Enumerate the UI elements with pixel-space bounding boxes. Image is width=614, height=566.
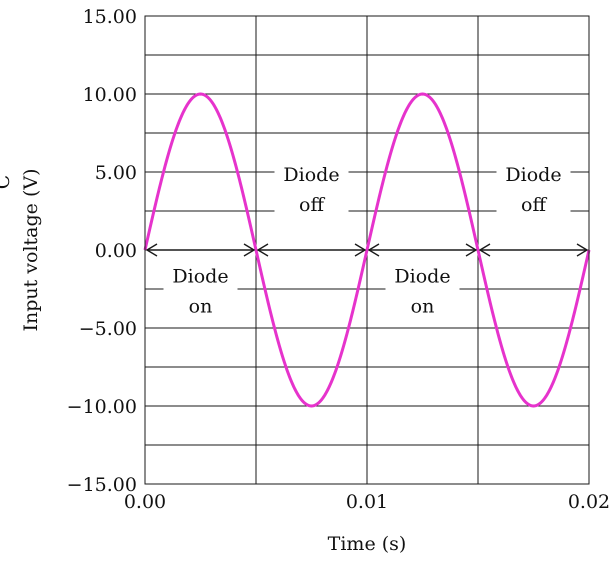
annotation-arrow-head-left: [256, 243, 269, 257]
y-tick-label: −10.00: [67, 396, 137, 418]
annotation-arrow-head-right: [243, 243, 256, 257]
annotation-arrow-head-right: [576, 243, 589, 257]
annotation-background: [385, 259, 460, 322]
annotation-arrow-head-right: [354, 243, 367, 257]
y-tick-label: −15.00: [67, 474, 137, 496]
annotation-arrow-head-right: [465, 243, 478, 257]
y-tick-label: 10.00: [83, 84, 137, 106]
x-tick-label: 0.01: [346, 491, 388, 513]
tick-labels: −15.00 −10.00 −5.00 0.00 5.00 10.00 15.00 0.00 0…: [67, 6, 610, 513]
annotation-labels: Diode on Diode off Diode on Diode off: [172, 164, 561, 317]
annotation-background: [163, 259, 238, 322]
annotation-label: Diode off: [283, 164, 339, 216]
x-axis-label: Time (s): [328, 533, 407, 555]
annotation-background: [496, 157, 571, 220]
annotation-arrow-head-left: [145, 243, 158, 257]
annotation-arrows: [145, 243, 589, 257]
y-axis-label: Input voltage (V): [20, 168, 42, 331]
annotation-arrow-head-left: [478, 243, 491, 257]
y-tick-label: 15.00: [83, 6, 137, 28]
y-tick-label: −5.00: [79, 318, 137, 340]
y-tick-label: 5.00: [95, 162, 137, 184]
annotation-backgrounds: [163, 157, 571, 322]
y-tick-label: 0.00: [95, 240, 137, 262]
annotation-label: Diode on: [172, 265, 228, 317]
annotation-label: Diode off: [505, 164, 561, 216]
x-tick-label: 0.02: [568, 491, 610, 513]
x-tick-label: 0.00: [124, 491, 166, 513]
y-axis-label-cut-letter: C: [0, 175, 14, 190]
plot-frame: [144, 15, 590, 485]
waveform: [143, 92, 591, 408]
annotation-label: Diode on: [394, 265, 450, 317]
annotation-arrow-head-left: [367, 243, 380, 257]
waveform-series-line: [143, 92, 591, 408]
annotation-background: [274, 157, 349, 220]
